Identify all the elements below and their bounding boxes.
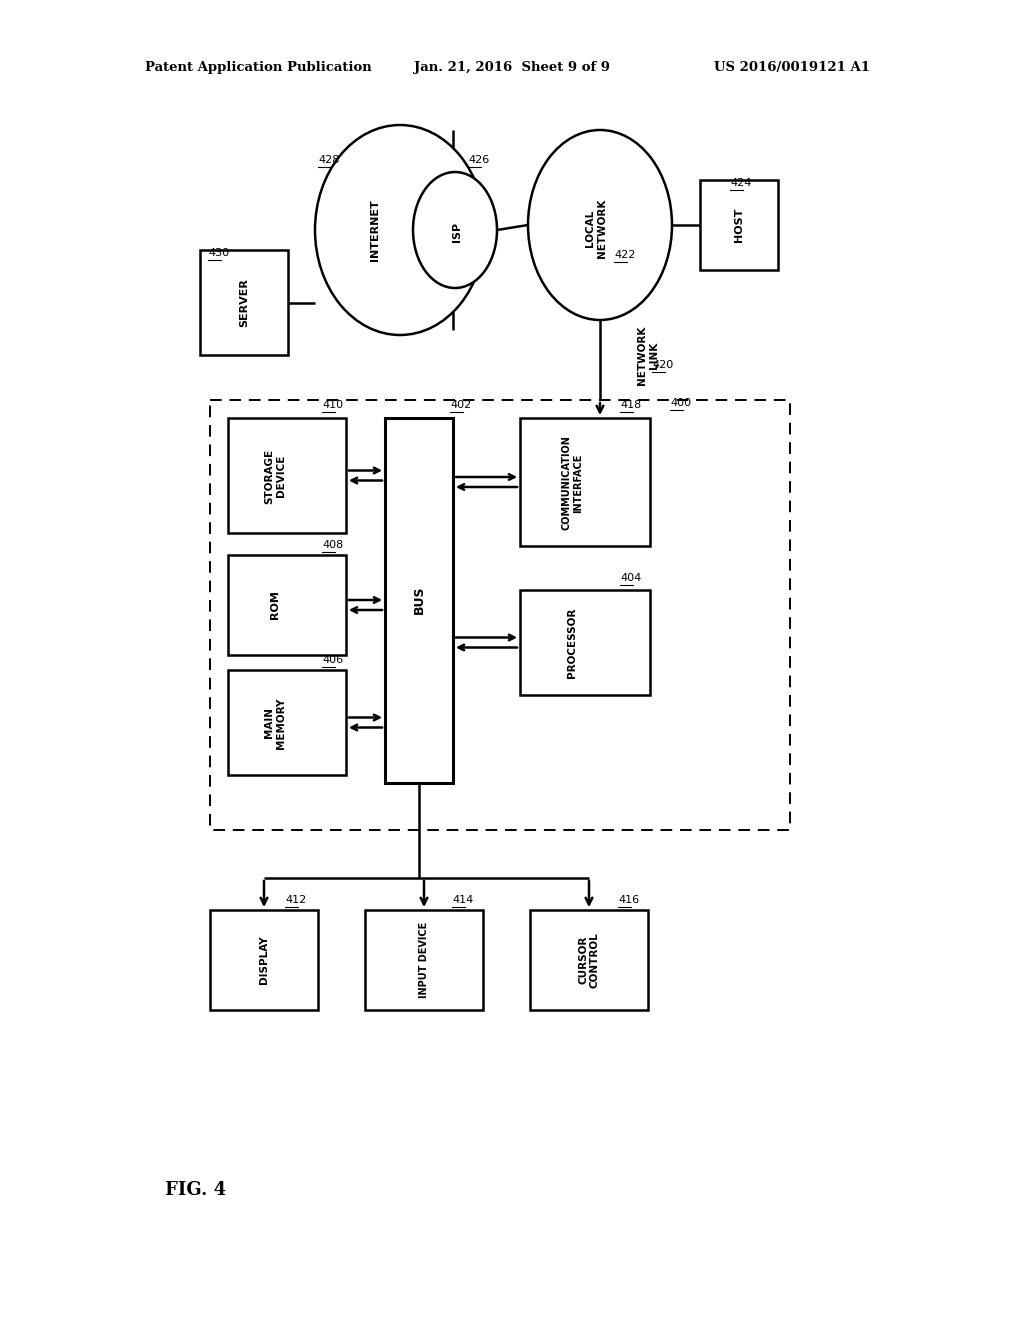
Text: 430: 430 <box>208 248 229 257</box>
Text: 410: 410 <box>322 400 343 411</box>
Text: PROCESSOR: PROCESSOR <box>567 607 577 678</box>
Text: CURSOR
CONTROL: CURSOR CONTROL <box>579 932 600 987</box>
Text: DISPLAY: DISPLAY <box>259 936 269 985</box>
Ellipse shape <box>528 129 672 319</box>
Text: 426: 426 <box>468 154 489 165</box>
Text: 412: 412 <box>285 895 306 906</box>
Bar <box>200 249 288 355</box>
Bar <box>210 909 318 1010</box>
Text: INPUT DEVICE: INPUT DEVICE <box>419 921 429 998</box>
Text: BUS: BUS <box>413 586 426 614</box>
Text: LOCAL
NETWORK: LOCAL NETWORK <box>585 198 607 257</box>
Text: 428: 428 <box>318 154 339 165</box>
Bar <box>520 590 650 696</box>
Bar <box>365 909 483 1010</box>
Text: HOST: HOST <box>734 207 744 242</box>
Bar <box>530 909 648 1010</box>
Text: ISP: ISP <box>452 222 462 242</box>
Text: 402: 402 <box>450 400 471 411</box>
Text: NETWORK
LINK: NETWORK LINK <box>637 325 658 384</box>
Text: INTERNET: INTERNET <box>370 199 380 261</box>
Text: STORAGE
DEVICE: STORAGE DEVICE <box>264 449 286 503</box>
Text: 418: 418 <box>620 400 641 411</box>
Text: 400: 400 <box>670 399 691 408</box>
Text: 420: 420 <box>652 360 673 370</box>
Text: SERVER: SERVER <box>239 279 249 327</box>
Text: 416: 416 <box>618 895 639 906</box>
Text: 404: 404 <box>620 573 641 583</box>
Bar <box>385 418 453 783</box>
Text: 422: 422 <box>614 249 635 260</box>
Ellipse shape <box>315 125 485 335</box>
Text: ROM: ROM <box>270 590 280 619</box>
Bar <box>210 400 790 830</box>
Text: FIG. 4: FIG. 4 <box>165 1181 226 1199</box>
Bar <box>228 671 346 775</box>
Text: MAIN
MEMORY: MAIN MEMORY <box>264 697 286 748</box>
Ellipse shape <box>413 172 497 288</box>
Text: 424: 424 <box>730 178 752 187</box>
Bar <box>228 554 346 655</box>
Text: 414: 414 <box>452 895 473 906</box>
Text: Jan. 21, 2016  Sheet 9 of 9: Jan. 21, 2016 Sheet 9 of 9 <box>414 62 610 74</box>
Bar <box>700 180 778 271</box>
Text: 406: 406 <box>322 655 343 665</box>
Text: US 2016/0019121 A1: US 2016/0019121 A1 <box>714 62 870 74</box>
Text: Patent Application Publication: Patent Application Publication <box>145 62 372 74</box>
Bar <box>228 418 346 533</box>
Text: 408: 408 <box>322 540 343 550</box>
Text: COMMUNICATION
INTERFACE: COMMUNICATION INTERFACE <box>561 436 583 531</box>
Bar <box>520 418 650 546</box>
